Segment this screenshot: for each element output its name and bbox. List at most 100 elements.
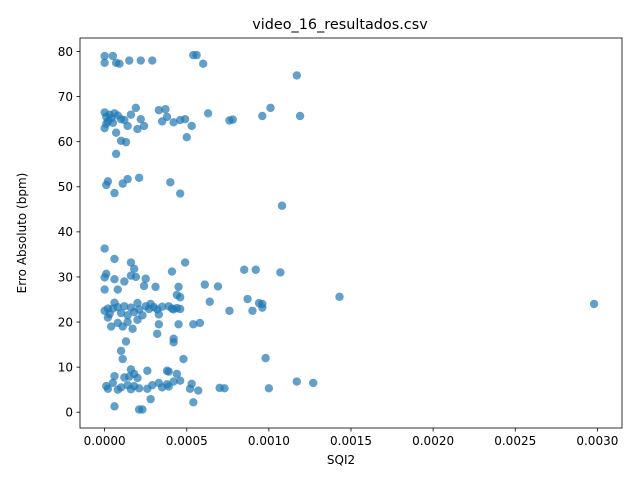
data-point: [161, 105, 170, 114]
data-point: [292, 377, 301, 386]
data-point: [123, 174, 132, 184]
data-point: [248, 306, 257, 315]
y-tick-label: 20: [58, 315, 73, 329]
y-tick-label: 80: [58, 45, 73, 59]
data-point: [139, 121, 149, 131]
data-point: [103, 313, 113, 322]
data-point: [251, 265, 260, 274]
data-point: [243, 294, 252, 304]
data-point: [277, 201, 287, 210]
data-point: [133, 315, 142, 324]
data-point: [309, 378, 318, 388]
data-point: [174, 282, 183, 292]
data-point: [100, 51, 109, 61]
data-point: [198, 59, 208, 68]
data-point: [113, 285, 122, 294]
data-point: [133, 373, 142, 383]
data-point: [130, 264, 139, 274]
data-point: [276, 268, 285, 277]
data-point: [139, 281, 149, 291]
y-axis-label: Erro Absoluto (bpm): [15, 173, 29, 294]
x-axis-label: SQI2: [327, 453, 355, 467]
y-axis: 0 10 20 30 40 50 60 70 80: [58, 45, 80, 420]
data-point: [100, 58, 109, 67]
data-point: [192, 50, 201, 60]
data-point: [102, 119, 111, 128]
data-point: [123, 317, 132, 327]
data-point: [148, 380, 157, 390]
y-tick-label: 70: [58, 90, 73, 104]
data-point: [118, 354, 127, 364]
data-point: [220, 384, 229, 393]
data-point: [189, 398, 198, 407]
data-point: [116, 308, 126, 318]
y-tick-label: 0: [65, 406, 73, 420]
data-points: [100, 50, 599, 414]
x-tick-label: 0.0015: [330, 434, 372, 448]
data-point: [136, 114, 145, 124]
data-point: [182, 132, 191, 142]
x-tick-label: 0.0030: [576, 434, 618, 448]
data-point: [266, 103, 275, 113]
data-point: [116, 383, 126, 392]
y-tick-label: 40: [58, 225, 73, 239]
data-point: [107, 322, 116, 331]
data-point: [264, 384, 274, 393]
data-point: [131, 272, 141, 282]
data-point: [167, 267, 177, 276]
data-point: [131, 103, 141, 113]
data-point: [103, 384, 113, 393]
data-point: [164, 367, 173, 376]
data-point: [134, 173, 144, 182]
data-point: [169, 377, 178, 386]
data-point: [120, 277, 129, 286]
data-point: [169, 118, 178, 127]
data-point: [200, 280, 210, 289]
data-point: [180, 258, 190, 267]
data-point: [121, 137, 131, 147]
data-point: [205, 297, 214, 306]
data-point: [134, 384, 144, 393]
data-point: [180, 114, 190, 124]
data-point: [143, 366, 152, 375]
data-point: [194, 386, 203, 395]
data-point: [169, 338, 178, 347]
data-point: [154, 105, 164, 115]
data-point: [148, 56, 157, 65]
data-point: [228, 115, 237, 124]
data-point: [136, 56, 145, 65]
y-tick-label: 10: [58, 360, 73, 374]
data-point: [120, 302, 129, 311]
data-point: [115, 59, 124, 68]
data-point: [175, 189, 185, 198]
data-point: [261, 353, 270, 363]
data-point: [110, 402, 119, 411]
data-point: [258, 303, 267, 312]
data-point: [121, 337, 131, 346]
data-point: [174, 320, 183, 329]
data-point: [128, 324, 137, 334]
data-point: [166, 178, 175, 187]
data-point: [162, 112, 172, 122]
data-point: [225, 306, 234, 315]
data-point: [133, 298, 142, 308]
data-point: [141, 274, 150, 283]
data-point: [335, 292, 344, 301]
data-point: [111, 128, 121, 137]
x-tick-label: 0.0025: [494, 434, 536, 448]
data-point: [125, 372, 134, 381]
data-point: [133, 124, 142, 134]
data-point: [111, 149, 121, 159]
data-point: [154, 320, 164, 329]
data-point: [108, 51, 118, 61]
y-tick-label: 50: [58, 180, 73, 194]
data-point: [151, 282, 160, 292]
data-point: [152, 329, 162, 338]
data-point: [100, 244, 109, 253]
data-point: [154, 310, 164, 319]
x-tick-label: 0.0005: [166, 434, 208, 448]
data-point: [175, 293, 185, 302]
y-tick-label: 60: [58, 135, 73, 149]
data-point: [187, 121, 196, 131]
data-point: [108, 118, 118, 127]
